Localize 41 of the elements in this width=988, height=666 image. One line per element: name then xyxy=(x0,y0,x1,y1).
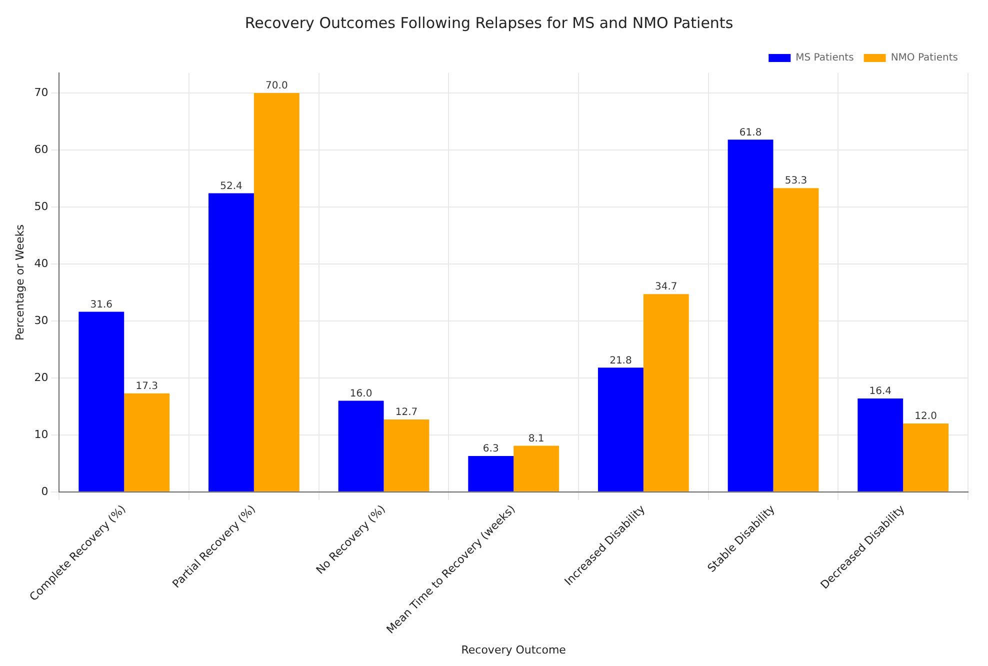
bar xyxy=(254,92,300,492)
bar xyxy=(124,393,170,492)
bar xyxy=(468,456,514,492)
bar xyxy=(773,188,819,492)
y-tick-label: 40 xyxy=(34,256,48,270)
bar xyxy=(903,424,949,492)
y-tick-label: 50 xyxy=(34,200,48,213)
data-label: 70.0 xyxy=(266,80,288,92)
legend-label: NMO Patients xyxy=(890,52,958,64)
y-tick-label: 10 xyxy=(34,428,48,441)
bar xyxy=(598,368,644,492)
bar xyxy=(338,400,384,492)
data-label: 12.0 xyxy=(914,411,937,422)
bar xyxy=(858,398,904,492)
bar xyxy=(514,446,560,492)
legend-label: MS Patients xyxy=(796,52,854,64)
data-label: 31.6 xyxy=(90,299,113,310)
x-axis-title: Recovery Outcome xyxy=(461,643,566,656)
y-tick-label: 30 xyxy=(34,314,48,327)
bar xyxy=(643,294,689,492)
bar xyxy=(728,140,774,492)
data-label: 53.3 xyxy=(784,176,808,187)
data-label: 17.3 xyxy=(136,380,158,392)
data-label: 6.3 xyxy=(482,444,499,455)
chart-title: Recovery Outcomes Following Relapses for MS and NMO Patients xyxy=(244,14,734,32)
y-tick-label: 20 xyxy=(34,370,48,384)
data-label: 21.8 xyxy=(610,355,632,366)
data-label: 16.0 xyxy=(350,388,372,400)
data-label: 12.7 xyxy=(395,407,418,418)
data-label: 34.7 xyxy=(655,282,678,293)
y-tick-label: 70 xyxy=(34,86,48,99)
bar xyxy=(384,420,430,492)
y-tick-label: 60 xyxy=(34,142,48,156)
bar xyxy=(208,193,254,492)
y-axis-title: Percentage or Weeks xyxy=(13,224,26,340)
data-label: 16.4 xyxy=(869,386,892,398)
data-label: 8.1 xyxy=(528,433,544,444)
data-label: 52.4 xyxy=(220,180,242,192)
bar xyxy=(78,312,124,492)
data-label: 61.8 xyxy=(739,127,762,138)
y-tick-label: 0 xyxy=(41,484,48,498)
